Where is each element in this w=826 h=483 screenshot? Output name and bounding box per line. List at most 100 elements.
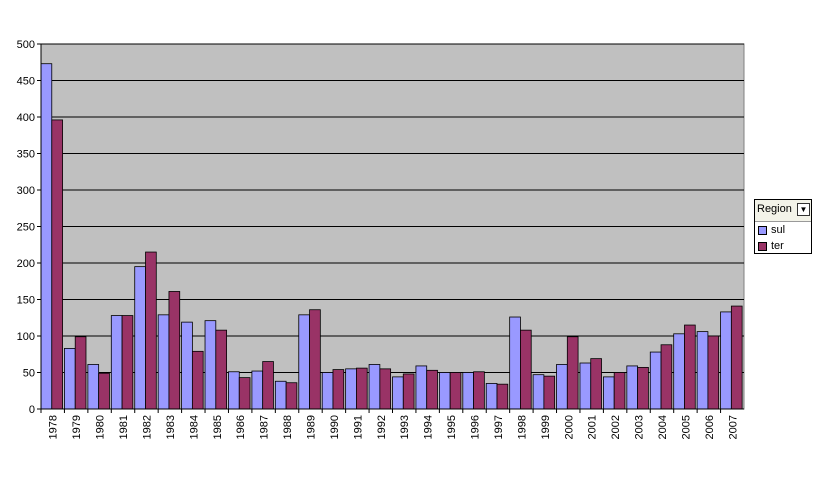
bar-ter-1986	[238, 377, 251, 410]
x-tick-label: 1996	[470, 415, 482, 439]
bar-sul-1980	[87, 364, 100, 410]
x-tick-label: 1982	[141, 415, 153, 439]
x-tick-label: 1980	[95, 415, 107, 439]
x-tick-label: 1978	[48, 415, 60, 439]
bar-sul-1988	[274, 380, 287, 410]
bar-sul-2002	[603, 376, 615, 410]
bar-sul-1990	[321, 372, 334, 410]
bar-ter-1979	[74, 336, 87, 410]
bar-ter-2006	[707, 335, 720, 410]
x-tick-label: 2004	[657, 415, 669, 439]
bar-sul-1993	[392, 376, 404, 410]
y-tick-label: 150	[17, 295, 35, 307]
bar-sul-1995	[438, 372, 451, 410]
bar-sul-2006	[696, 331, 709, 410]
x-tick-label: 1999	[540, 415, 552, 439]
bar-ter-1995	[449, 372, 462, 410]
legend: Region ▼ sul ter	[754, 199, 812, 254]
bar-sul-2003	[626, 365, 639, 410]
bar-sul-2000	[556, 364, 568, 410]
x-tick-label: 1985	[212, 415, 224, 439]
bar-sul-1987	[251, 370, 264, 410]
legend-dropdown-button[interactable]: ▼	[797, 203, 810, 216]
x-axis-ticks: 1978 1979 1980 1981 1982 1983 1984 1985 1986 1987…	[40, 409, 739, 439]
y-tick-label: 450	[17, 76, 35, 88]
x-tick-label: 1998	[516, 415, 528, 439]
bar-ter-1983	[168, 291, 181, 410]
bar-ter-2007	[730, 305, 743, 410]
x-tick-label: 1989	[305, 415, 317, 439]
bar-sul-1996	[462, 372, 474, 410]
bar-sul-1994	[415, 365, 428, 410]
legend-label-ter: ter	[771, 240, 784, 252]
bar-sul-1999	[532, 374, 545, 410]
x-tick-label: 2001	[587, 415, 599, 439]
bar-ter-1981	[121, 315, 134, 410]
bar-ter-2005	[684, 324, 696, 410]
x-tick-label: 1986	[235, 415, 247, 439]
bar-sul-1998	[509, 316, 521, 410]
x-tick-label: 1991	[352, 415, 364, 439]
bar-ter-2001	[590, 358, 602, 410]
x-tick-label: 2006	[704, 415, 716, 439]
x-tick-label: 2002	[610, 415, 622, 439]
legend-swatch-sul	[758, 226, 767, 235]
bar-ter-1998	[520, 329, 532, 410]
legend-label-sul: sul	[771, 224, 786, 236]
bar-ter-2000	[566, 336, 579, 410]
bar-ter-2004	[660, 344, 673, 410]
bar-sul-2001	[579, 362, 592, 410]
x-tick-label: 1994	[423, 415, 435, 439]
bar-ter-1982	[145, 251, 157, 410]
x-tick-label: 1984	[188, 415, 200, 439]
x-tick-label: 1981	[118, 415, 130, 439]
bar-sul-1979	[64, 348, 76, 410]
bar-ter-1993	[402, 373, 415, 410]
bar-sul-1981	[110, 315, 123, 410]
x-tick-label: 1995	[446, 415, 458, 439]
y-tick-label: 0	[29, 404, 35, 416]
y-tick-label: 200	[17, 258, 35, 270]
y-tick-label: 350	[17, 149, 35, 161]
bar-ter-1984	[191, 350, 204, 410]
bar-sul-1978	[40, 63, 53, 410]
bar-ter-1988	[285, 382, 298, 410]
y-tick-label: 400	[17, 112, 35, 124]
bar-ter-1980	[98, 372, 110, 410]
bar-ter-1990	[332, 369, 345, 410]
bar-ter-1999	[543, 375, 556, 410]
y-axis-ticks: 0 50 100 150 200 250 300 350 400 450 500	[17, 39, 41, 416]
legend-header: Region ▼	[755, 200, 811, 222]
bar-sul-1989	[298, 314, 310, 410]
bar-ter-2003	[637, 366, 649, 410]
bar-ter-1996	[473, 371, 485, 410]
y-tick-label: 250	[17, 222, 35, 234]
bar-ter-1991	[356, 367, 368, 410]
x-tick-label: 1997	[493, 415, 505, 439]
x-tick-label: 1992	[376, 415, 388, 439]
bar-sul-2007	[720, 311, 732, 410]
x-tick-label: 2003	[634, 415, 646, 439]
bar-series	[40, 63, 743, 410]
bar-sul-1983	[157, 314, 170, 410]
bar-ter-1978	[51, 119, 63, 410]
x-tick-label: 2005	[680, 415, 692, 439]
bar-sul-2005	[673, 333, 685, 410]
legend-title: Region	[757, 203, 792, 215]
y-tick-label: 500	[17, 39, 35, 51]
y-tick-label: 50	[23, 368, 35, 380]
bar-sul-1992	[368, 364, 381, 410]
bar-sul-1986	[228, 371, 240, 410]
bar-sul-1982	[134, 266, 146, 410]
x-tick-label: 1983	[165, 415, 177, 439]
bar-sul-2004	[649, 351, 662, 410]
bar-sul-1991	[345, 368, 357, 410]
bar-ter-2002	[613, 372, 626, 410]
y-tick-label: 300	[17, 185, 35, 197]
x-tick-label: 1990	[329, 415, 341, 439]
y-tick-label: 100	[17, 331, 35, 343]
x-tick-label: 2000	[563, 415, 575, 439]
x-tick-label: 1979	[71, 415, 83, 439]
x-tick-label: 2007	[727, 415, 739, 439]
